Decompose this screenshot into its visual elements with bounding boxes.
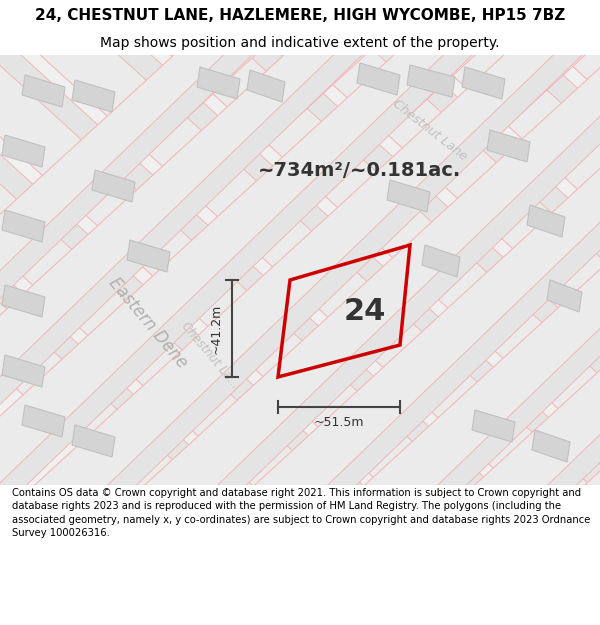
Polygon shape [593,0,600,625]
Polygon shape [0,0,518,565]
Polygon shape [0,0,299,565]
Polygon shape [387,180,430,212]
Polygon shape [422,245,460,277]
Polygon shape [357,63,400,95]
Polygon shape [0,0,508,625]
Polygon shape [72,80,115,112]
Polygon shape [431,0,600,565]
Polygon shape [22,75,65,107]
Polygon shape [532,430,570,462]
Polygon shape [2,285,45,317]
Polygon shape [0,0,527,552]
Polygon shape [140,0,600,625]
Text: ~51.5m: ~51.5m [314,416,364,429]
Polygon shape [22,405,65,437]
Polygon shape [0,0,307,552]
Text: Chestnut La...: Chestnut La... [179,319,241,391]
Polygon shape [0,0,470,625]
Polygon shape [541,0,600,565]
Polygon shape [101,0,600,565]
Text: 24, CHESTNUT LANE, HAZLEMERE, HIGH WYCOMBE, HP15 7BZ: 24, CHESTNUT LANE, HAZLEMERE, HIGH WYCOM… [35,8,565,23]
Polygon shape [270,0,600,625]
Text: ~734m²/~0.181ac.: ~734m²/~0.181ac. [259,161,461,179]
Polygon shape [530,0,600,625]
Polygon shape [407,65,455,97]
Polygon shape [203,0,600,625]
Polygon shape [322,0,600,565]
Polygon shape [0,0,340,625]
Polygon shape [72,425,115,457]
Polygon shape [527,205,565,237]
Polygon shape [0,0,409,565]
Text: ~41.2m: ~41.2m [209,303,223,354]
Polygon shape [463,0,600,625]
Polygon shape [2,135,45,167]
Text: Contains OS data © Crown copyright and database right 2021. This information is : Contains OS data © Crown copyright and d… [12,488,590,538]
Polygon shape [197,67,240,99]
Text: Eastern Dene: Eastern Dene [105,274,191,372]
Polygon shape [383,0,600,552]
Polygon shape [53,0,600,552]
Polygon shape [211,0,600,565]
Polygon shape [163,0,600,552]
Text: Chestnut Lane: Chestnut Lane [390,97,470,163]
Polygon shape [547,280,582,312]
Polygon shape [2,210,45,242]
Polygon shape [0,0,417,552]
Text: Map shows position and indicative extent of the property.: Map shows position and indicative extent… [100,36,500,50]
Polygon shape [2,355,45,387]
Polygon shape [0,0,377,625]
Polygon shape [332,0,600,625]
Polygon shape [247,70,285,102]
Polygon shape [127,240,170,272]
Polygon shape [73,0,600,625]
Polygon shape [400,0,600,625]
Polygon shape [92,170,135,202]
Polygon shape [493,0,600,552]
Polygon shape [10,0,600,625]
Polygon shape [487,130,530,162]
Polygon shape [273,0,600,552]
Polygon shape [472,410,515,442]
Polygon shape [462,67,505,99]
Polygon shape [0,0,600,565]
Text: 24: 24 [343,298,386,326]
